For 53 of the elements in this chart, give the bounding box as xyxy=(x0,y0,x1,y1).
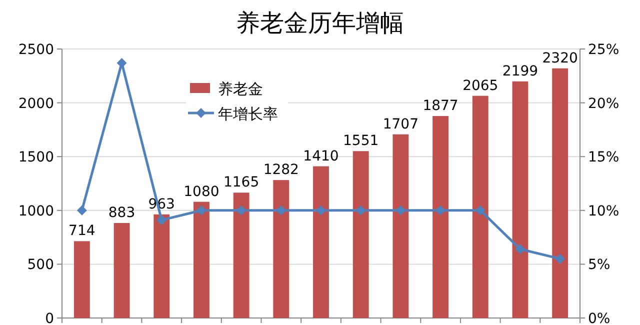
bar xyxy=(114,222,130,318)
point xyxy=(156,215,167,226)
data-label: 1707 xyxy=(382,116,419,132)
data-label: 1410 xyxy=(303,148,339,164)
data-label: 2199 xyxy=(502,63,538,80)
y2-tick-label: 10% xyxy=(588,203,620,220)
bar xyxy=(392,134,409,318)
data-label: 1551 xyxy=(343,133,379,150)
bar xyxy=(352,151,369,318)
data-label: 2320 xyxy=(542,50,578,66)
bar xyxy=(273,180,290,318)
legend-label: 年增长率 xyxy=(218,105,278,123)
point xyxy=(236,205,246,216)
chart-title: 养老金历年增幅 xyxy=(236,9,404,37)
data-label: 2065 xyxy=(462,78,498,94)
y-tick-label: 2000 xyxy=(18,96,54,112)
point xyxy=(276,205,286,216)
legend-label: 养老金 xyxy=(218,80,263,98)
point xyxy=(196,205,206,216)
y-tick-label: 0 xyxy=(45,311,54,325)
y-tick-label: 1500 xyxy=(18,150,54,166)
y2-tick-label: 25% xyxy=(588,42,620,58)
point xyxy=(396,205,406,216)
point xyxy=(515,244,526,254)
point xyxy=(316,205,326,216)
y2-tick-label: 20% xyxy=(588,96,620,112)
point xyxy=(76,205,87,216)
y-tick-label: 500 xyxy=(27,257,54,274)
bar xyxy=(193,202,210,318)
data-label: 1282 xyxy=(263,162,299,178)
y2-tick-label: 0% xyxy=(588,311,610,325)
y2-tick-label: 5% xyxy=(588,257,610,274)
point xyxy=(475,205,486,216)
bar xyxy=(313,166,329,318)
bar xyxy=(552,68,568,318)
data-label: 883 xyxy=(108,204,136,221)
data-label: 1080 xyxy=(184,184,220,200)
bar xyxy=(74,241,90,318)
bar xyxy=(472,96,488,318)
y-tick-label: 1000 xyxy=(18,203,54,220)
y-tick-label: 2500 xyxy=(18,42,54,58)
data-label: 714 xyxy=(68,223,96,240)
point xyxy=(356,205,366,216)
data-label: 1165 xyxy=(223,174,260,191)
bar xyxy=(512,81,528,318)
y2-tick-label: 15% xyxy=(588,150,620,166)
point xyxy=(116,58,127,68)
point xyxy=(555,254,566,264)
bar xyxy=(432,116,449,318)
point xyxy=(436,205,446,216)
data-label: 1877 xyxy=(422,98,458,114)
bar xyxy=(233,192,250,318)
bar xyxy=(154,214,170,318)
